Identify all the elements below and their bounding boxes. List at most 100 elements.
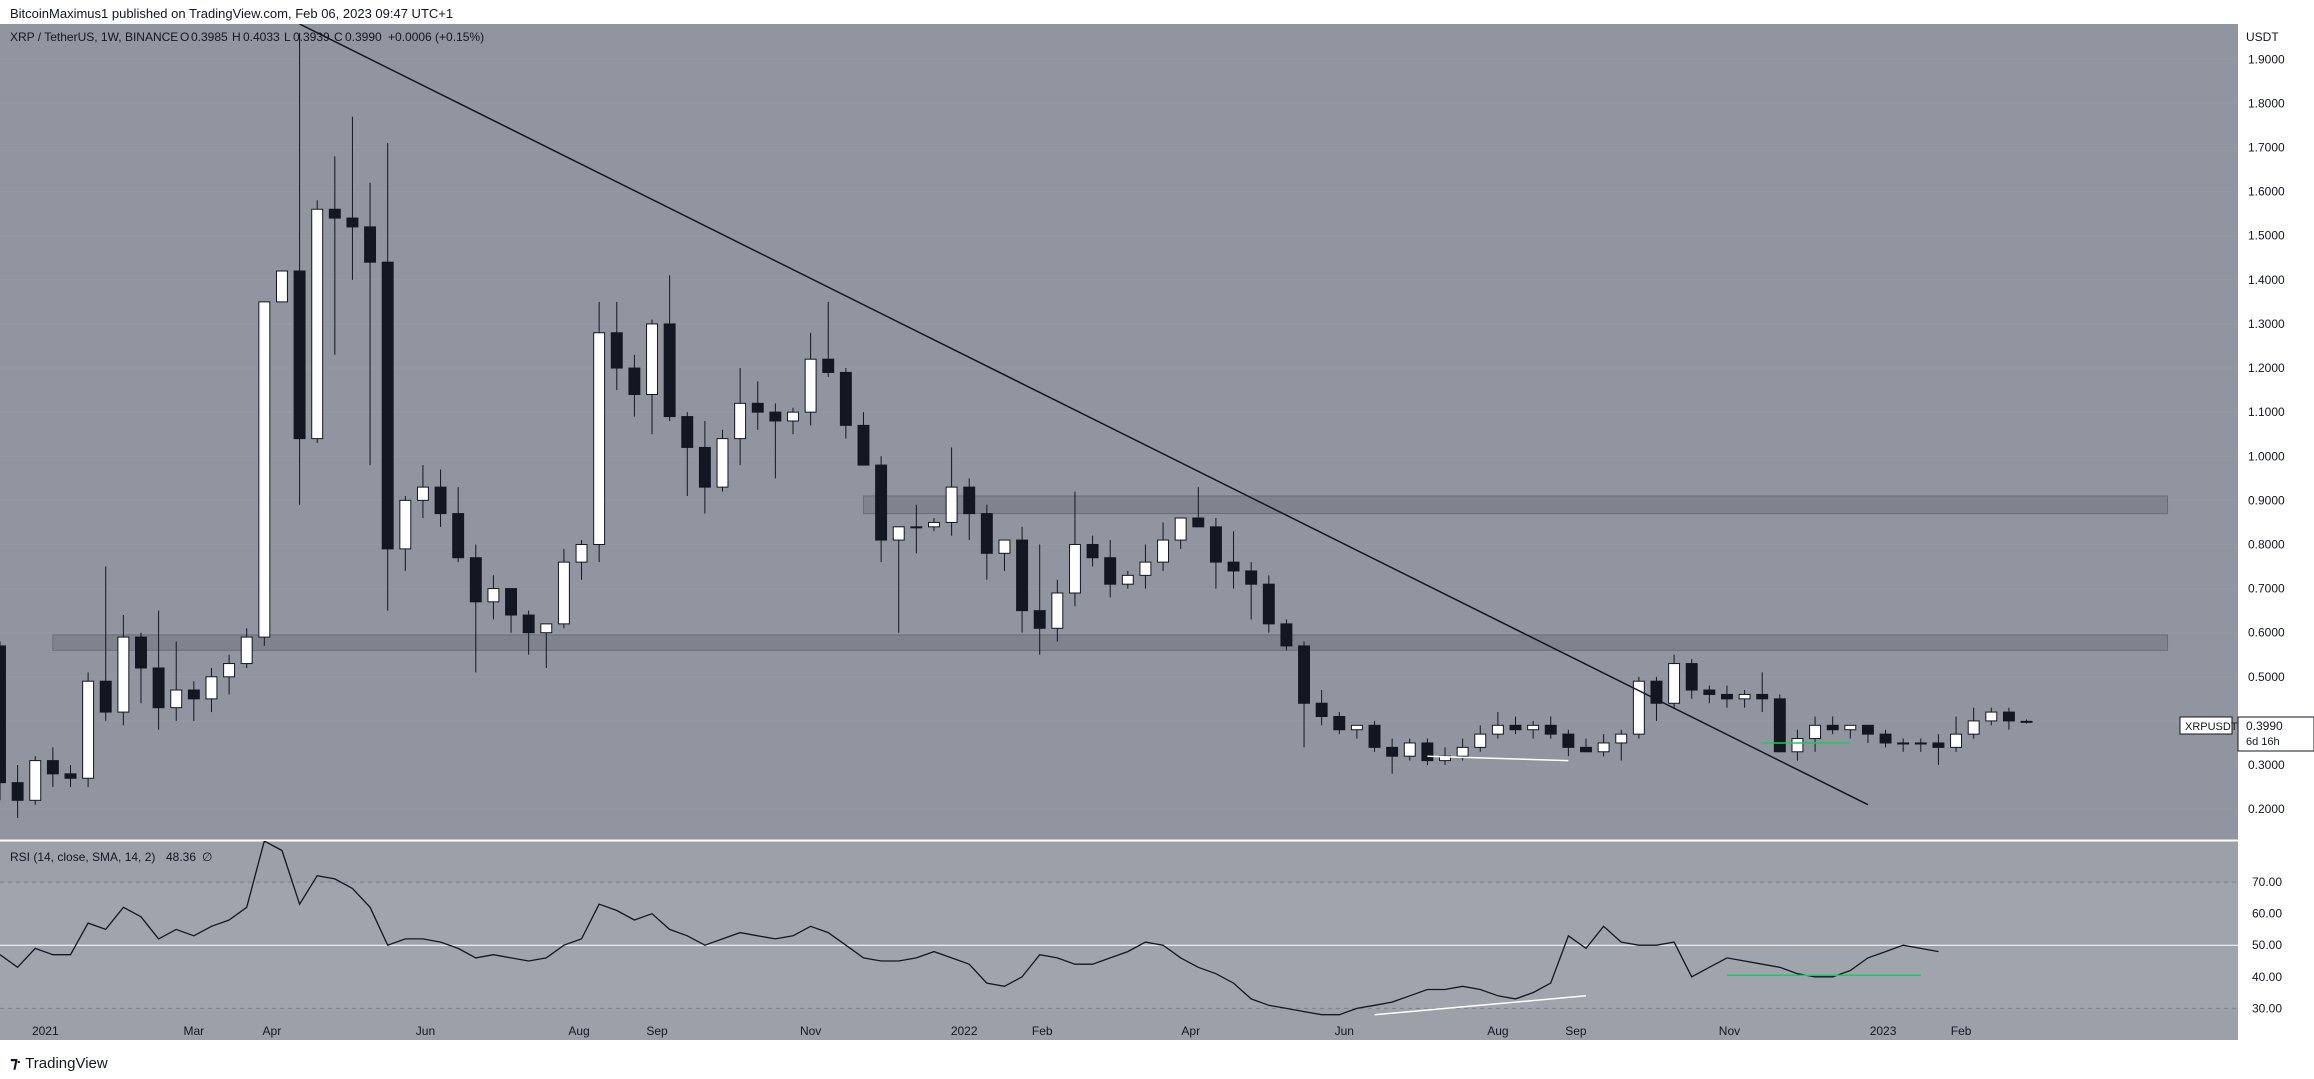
candle-body-89 <box>1562 733 1575 748</box>
price-chart[interactable]: 1.9000 1.8000 1.7000 1.6000 1.5000 1.4000 1.30… <box>0 24 2314 1040</box>
candle-body-3 <box>46 760 59 775</box>
rsi-title: RSI (14, close, SMA, 14, 2) <box>10 850 155 864</box>
candle-body-50 <box>875 464 888 541</box>
candle-body-54 <box>945 486 958 523</box>
candle-body-73 <box>1280 623 1293 647</box>
candle-body-59 <box>1033 610 1046 629</box>
candle-body-93 <box>1632 680 1645 735</box>
price-tick-label-10: 0.9000 <box>2248 493 2285 507</box>
rsi-tick-label-2: 50.00 <box>2252 938 2282 952</box>
candle-body-76 <box>1333 715 1346 731</box>
candle-body-44 <box>769 411 782 422</box>
candle-body-14 <box>240 636 253 665</box>
candle-body-12 <box>205 676 218 700</box>
ohlc-legend: O 0.3985 H 0.4033 L 0.3939 C 0.3990 +0.0… <box>180 30 484 44</box>
price-tick-label-14: 0.5000 <box>2248 670 2285 684</box>
candle-body-68 <box>1192 517 1205 528</box>
price-tick-label-9: 1.0000 <box>2248 449 2285 463</box>
candle-body-64 <box>1121 574 1134 585</box>
candle-body-0 <box>0 645 6 784</box>
candle-body-70 <box>1227 561 1240 572</box>
candle-body-61 <box>1068 543 1081 594</box>
time-tick-label-11: Aug <box>1487 1024 1508 1038</box>
candle-body-91 <box>1597 742 1610 753</box>
candle-body-78 <box>1368 724 1381 748</box>
candle-body-66 <box>1157 539 1170 563</box>
axes: 1.9000 1.8000 1.7000 1.6000 1.5000 1.4000 1.30… <box>32 52 2285 1038</box>
candle-body-108 <box>1897 742 1910 745</box>
candle-body-20 <box>346 217 359 228</box>
rsi-divergence-line-0 <box>1374 995 1587 1016</box>
candle-body-41 <box>716 438 729 488</box>
price-tick-label-5: 1.4000 <box>2248 273 2285 287</box>
time-tick-label-1: Mar <box>184 1024 205 1038</box>
chart-header: BitcoinMaximus1 published on TradingView… <box>0 0 2314 24</box>
candle-body-104 <box>1826 724 1839 731</box>
time-tick-label-13: Nov <box>1719 1024 1740 1038</box>
candle-body-95 <box>1668 663 1681 704</box>
time-tick-label-2: Apr <box>263 1024 282 1038</box>
tradingview-logo-icon: ⁊ᐧ <box>10 1055 21 1072</box>
candle-body-62 <box>1086 543 1099 559</box>
candle-body-8 <box>135 636 147 669</box>
candle-body-35 <box>610 332 623 369</box>
candle-body-2 <box>29 760 42 801</box>
candle-body-42 <box>734 402 747 440</box>
price-tick-label-0: 1.9000 <box>2248 52 2285 66</box>
candle-body-113 <box>1985 711 1998 722</box>
time-tick-label-15: Feb <box>1951 1024 1972 1038</box>
price-axis-background <box>2238 24 2314 1040</box>
candle-body-30 <box>522 614 535 634</box>
candle-body-58 <box>1016 539 1029 612</box>
candle-body-55 <box>963 486 976 515</box>
candle-body-77 <box>1350 724 1363 731</box>
resistance-zones <box>52 495 2169 651</box>
candle-body-98 <box>1720 693 1733 700</box>
candle-body-102 <box>1791 738 1804 753</box>
candle-body-48 <box>839 371 852 426</box>
candle-body-43 <box>751 402 764 413</box>
candle-body-60 <box>1051 592 1064 629</box>
candle-body-71 <box>1245 570 1258 585</box>
candle-body-101 <box>1773 698 1786 753</box>
time-tick-label-0: 2021 <box>32 1024 59 1038</box>
candle-body-103 <box>1809 724 1822 740</box>
candle-body-10 <box>170 689 183 709</box>
price-tag-countdown: 6d 16h <box>2246 736 2280 748</box>
candle-body-16 <box>275 270 288 303</box>
price-tag-box <box>2237 716 2314 752</box>
candle-body-109 <box>1914 742 1927 745</box>
candle-body-39 <box>681 416 694 448</box>
candle-body-94 <box>1650 680 1663 704</box>
candle-body-27 <box>469 557 482 603</box>
ohlc-high-label: H <box>232 30 241 44</box>
candle-body-5 <box>82 680 95 779</box>
candle-body-24 <box>416 486 429 501</box>
last-price-tag: XRPUSDT 0.3990 6d 16h <box>2179 716 2314 752</box>
price-axis-unit: USDT <box>2246 30 2279 44</box>
candle-body-34 <box>593 332 606 545</box>
candle-body-11 <box>187 689 200 700</box>
candle-body-31 <box>540 623 553 634</box>
candle-body-87 <box>1527 724 1540 731</box>
rsi-tick-label-3: 40.00 <box>2252 970 2282 984</box>
candle-body-4 <box>64 773 77 779</box>
candle-body-22 <box>381 261 394 550</box>
candle-body-9 <box>152 667 165 709</box>
candle-body-38 <box>663 323 676 418</box>
candle-body-105 <box>1844 724 1857 731</box>
candle-body-69 <box>1209 526 1222 563</box>
candle-body-88 <box>1544 724 1557 735</box>
symbol-title: XRP / TetherUS, 1W, BINANCE <box>10 30 178 44</box>
rsi-line <box>0 841 1939 1016</box>
ohlc-open-label: O <box>180 30 189 44</box>
candle-body-81 <box>1421 742 1434 762</box>
candle-body-99 <box>1738 693 1751 700</box>
ohlc-close: 0.3990 <box>345 30 382 44</box>
candle-body-23 <box>399 499 412 550</box>
price-tag-value: 0.3990 <box>2246 719 2283 733</box>
candlesticks <box>0 32 2033 818</box>
candle-body-26 <box>452 513 465 559</box>
tradingview-logo[interactable]: ⁊ᐧ TradingView <box>10 1053 108 1073</box>
candle-body-57 <box>998 539 1011 554</box>
